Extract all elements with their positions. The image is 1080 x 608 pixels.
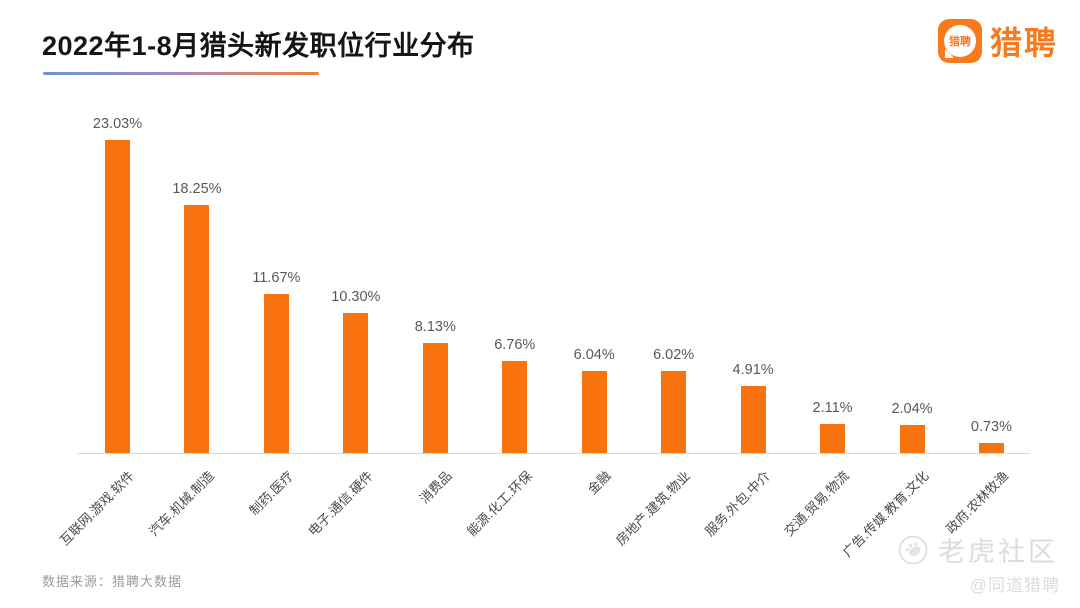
bar-value-label: 6.04% xyxy=(573,347,615,363)
category-label: 能源.化工.环保 xyxy=(463,468,535,539)
bar-value-label: 2.04% xyxy=(891,401,933,417)
liepin-logo-wordmark: 猎聘 xyxy=(989,25,1058,61)
category-label: 交通.贸易.物流 xyxy=(781,468,853,539)
bar-value-label: 0.73% xyxy=(970,419,1012,435)
bar-8 xyxy=(740,386,766,453)
author-handle-watermark: @同道猎聘 xyxy=(969,576,1060,595)
tiger-community-label: 老虎社区 xyxy=(938,537,1058,567)
category-label: 服务.外包.中介 xyxy=(701,468,773,539)
bar-value-label: 6.02% xyxy=(653,347,695,363)
category-label: 房地产.建筑.物业 xyxy=(613,468,694,549)
category-label: 政府.农林牧渔 xyxy=(942,468,1012,537)
bar-value-label: 2.11% xyxy=(812,400,853,416)
bar-value-label: 11.67% xyxy=(252,270,301,286)
category-label: 消费品 xyxy=(416,468,456,507)
tiger-community-watermark: 老虎社区 xyxy=(898,530,1058,569)
data-source-note: 数据来源：猎聘大数据 xyxy=(42,574,183,589)
category-label: 电子.通信.硬件 xyxy=(304,468,376,539)
bar-value-label: 8.13% xyxy=(414,319,456,335)
category-label: 汽车.机械.制造 xyxy=(145,468,217,539)
bar-value-label: 23.03% xyxy=(92,116,143,132)
logo-bubble-text: 猎聘 xyxy=(948,36,971,48)
liepin-logo: 猎聘 猎聘 xyxy=(937,18,1058,64)
tiger-paw-icon xyxy=(898,535,928,564)
bar-10 xyxy=(899,425,925,453)
page-title: 2022年1-8月猎头新发职位行业分布 xyxy=(42,31,475,61)
bar-1 xyxy=(184,205,210,453)
bar-3 xyxy=(343,313,369,453)
bar-11 xyxy=(978,443,1004,453)
bar-0 xyxy=(105,140,130,453)
bar-5 xyxy=(502,361,528,453)
bar-chart: 23.03% 互联网.游戏.软件 18.25% 汽车.机械.制造 11.67% 制药.医疗… xyxy=(57,100,1030,560)
category-label: 制药.医疗 xyxy=(246,468,297,519)
bar-6 xyxy=(581,371,607,453)
category-label: 金融 xyxy=(584,468,614,498)
logo-speech-bubble: 猎聘 xyxy=(943,25,976,57)
title-underline-decoration xyxy=(43,72,319,75)
bar-2 xyxy=(263,294,289,453)
bar-value-label: 18.25% xyxy=(172,181,222,197)
bar-7 xyxy=(661,371,687,453)
bar-value-label: 4.91% xyxy=(732,362,774,378)
bar-4 xyxy=(422,343,448,453)
bar-value-label: 10.30% xyxy=(331,289,381,305)
category-label: 互联网.游戏.软件 xyxy=(57,468,138,549)
bar-value-label: 6.76% xyxy=(494,337,536,353)
liepin-logo-icon: 猎聘 xyxy=(937,19,982,63)
bar-9 xyxy=(820,424,846,453)
